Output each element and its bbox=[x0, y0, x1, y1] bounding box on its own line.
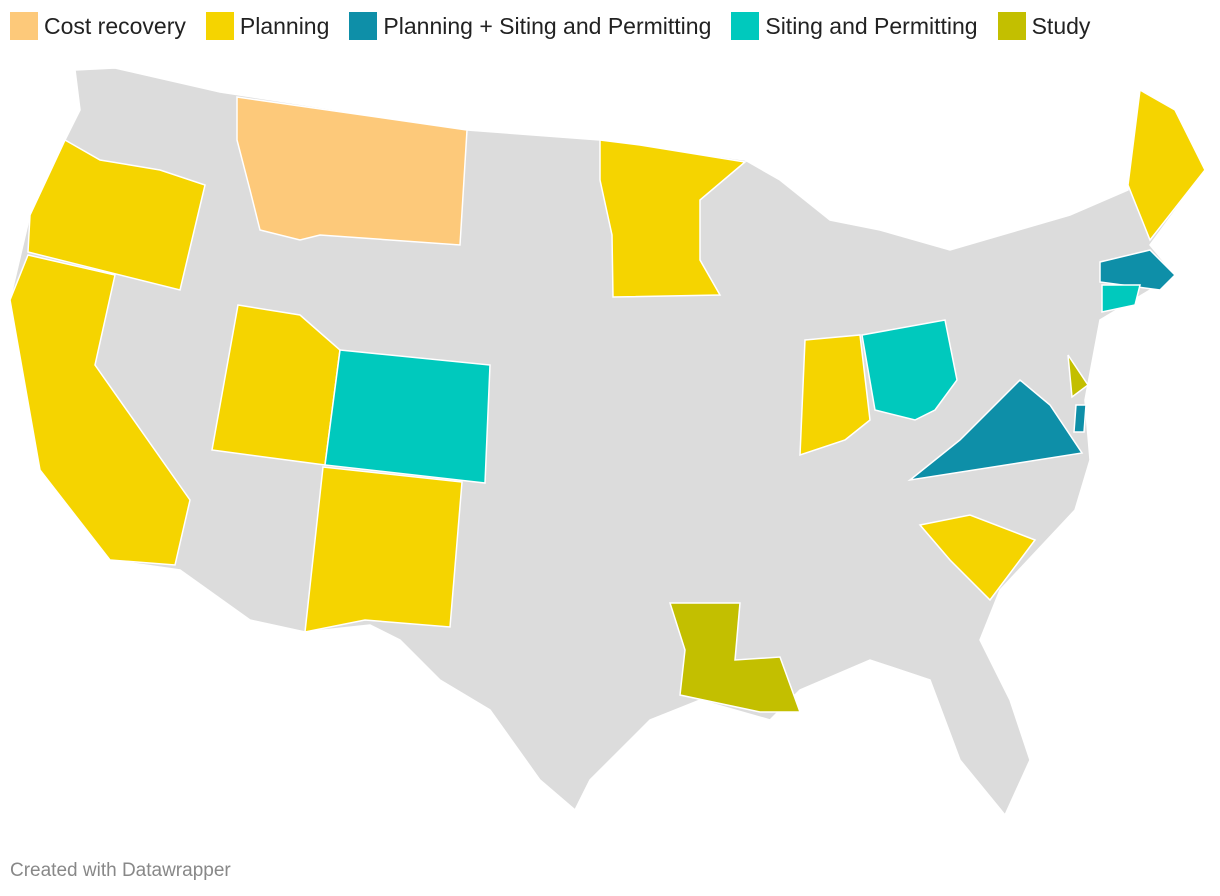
legend-swatch bbox=[205, 12, 234, 40]
state bbox=[918, 514, 1037, 602]
legend-item: Planning bbox=[205, 12, 330, 40]
state bbox=[599, 139, 747, 298]
legend-item: Siting and Permitting bbox=[731, 12, 978, 40]
legend-label: Study bbox=[1031, 12, 1091, 39]
legend-label: Cost recovery bbox=[44, 12, 186, 39]
credit: Created with Datawrapper bbox=[10, 860, 231, 881]
state bbox=[1073, 404, 1087, 433]
legend: Cost recovery Planning Planning + Siting a… bbox=[10, 12, 1090, 40]
legend-item: Cost recovery bbox=[10, 12, 186, 40]
state bbox=[1127, 88, 1206, 242]
legend-item: Planning + Siting and Permitting bbox=[349, 12, 711, 40]
state bbox=[1067, 354, 1090, 399]
legend-label: Planning bbox=[239, 12, 330, 39]
legend-swatch bbox=[731, 12, 760, 40]
state bbox=[668, 602, 802, 713]
state bbox=[27, 138, 206, 291]
legend-label: Planning + Siting and Permitting bbox=[383, 12, 712, 39]
legend-item: Study bbox=[997, 12, 1091, 40]
state bbox=[1101, 284, 1141, 313]
state bbox=[304, 466, 463, 633]
legend-swatch bbox=[10, 12, 38, 40]
state bbox=[324, 349, 491, 484]
legend-label: Siting and Permitting bbox=[765, 12, 978, 39]
state bbox=[1099, 249, 1177, 291]
state bbox=[9, 254, 191, 566]
state bbox=[861, 319, 958, 421]
state bbox=[907, 378, 1084, 482]
legend-swatch bbox=[349, 12, 378, 40]
state bbox=[236, 96, 468, 246]
legend-swatch bbox=[997, 12, 1026, 40]
state bbox=[799, 334, 871, 457]
